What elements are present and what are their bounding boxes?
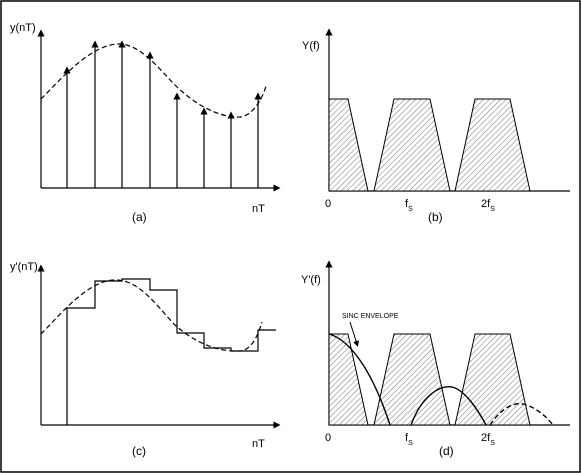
panel-b-spectrum-image-1 — [373, 98, 451, 192]
panel-d-spectrum-image-2 — [454, 333, 531, 426]
panel-d-annotation-pointer — [349, 321, 359, 347]
panel-a-caption: (a) — [132, 210, 147, 224]
panel-d-spectrum-image-1 — [373, 333, 451, 426]
panel-d-annotation: SINC ENVELOPE — [342, 313, 399, 320]
panel-b-spectrum-image-2 — [454, 98, 531, 192]
panel-c: y'(nT) nT (c) — [10, 261, 281, 458]
panel-d-sinc-envelope — [328, 333, 391, 426]
panel-c-y-label: y'(nT) — [10, 261, 38, 273]
panel-c-signal-curve — [40, 279, 263, 352]
panel-d-sinc-lobe-2 — [489, 403, 554, 426]
panel-b-y-label: Y(f) — [302, 40, 320, 52]
panel-d-spectrum-baseband — [328, 333, 369, 426]
panel-a-signal-curve — [40, 43, 267, 118]
panel-c-x-label: nT — [252, 438, 265, 450]
panel-d-sinc-lobe-1 — [410, 386, 487, 426]
panel-d-tick-fs: fS — [405, 432, 413, 447]
panel-d-caption: (d) — [439, 444, 454, 458]
panel-b-tick-fs: fS — [405, 198, 413, 213]
panel-d-y-label: Y'(f) — [301, 274, 321, 286]
panel-a: y(nT) nT (a) — [10, 22, 281, 224]
panel-b-tick-zero: 0 — [325, 198, 331, 210]
panel-c-staircase — [66, 278, 276, 425]
panel-a-y-label: y(nT) — [10, 22, 36, 34]
panel-d: Y'(f) SINC ENVELOPE 0 fS 2fS (d) — [301, 260, 570, 458]
panel-b-tick-2fs: 2fS — [481, 198, 495, 213]
panel-d-tick-zero: 0 — [325, 432, 331, 444]
panel-b-spectrum-baseband — [328, 98, 369, 192]
panel-b-caption: (b) — [428, 210, 443, 224]
panel-a-x-label: nT — [252, 203, 265, 215]
panel-d-tick-2fs: 2fS — [481, 432, 495, 447]
panel-b: Y(f) 0 fS 2fS (b) — [302, 28, 570, 224]
panel-c-caption: (c) — [132, 444, 146, 458]
